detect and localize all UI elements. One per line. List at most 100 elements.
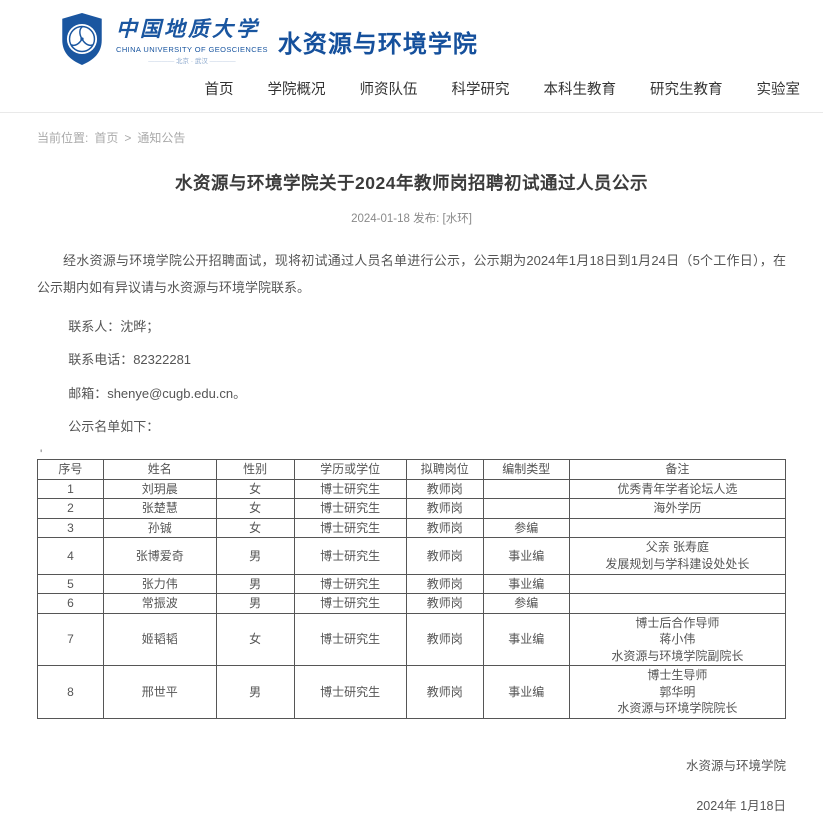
breadcrumb-separator: >	[124, 130, 132, 145]
table-row: 5 张力伟 男 博士研究生 教师岗 事业编	[37, 573, 787, 595]
cell-remark	[568, 573, 787, 595]
cell-degree: 博士研究生	[293, 612, 407, 667]
nav-item-home[interactable]: 首页	[204, 82, 234, 98]
col-header-remark: 备注	[568, 459, 787, 480]
cell-establishment: 事业编	[482, 573, 570, 595]
cell-remark: 优秀青年学者论坛人选	[568, 478, 787, 500]
cell-position: 教师岗	[405, 593, 484, 614]
cell-remark: 父亲 张寿庭 发展规划与学科建设处处长	[568, 537, 787, 575]
col-header-degree: 学历或学位	[293, 459, 407, 480]
cell-name: 张楚慧	[102, 498, 217, 519]
university-logo-icon	[62, 13, 102, 65]
cell-gender: 男	[215, 593, 295, 614]
cell-position: 教师岗	[405, 517, 484, 539]
cell-gender: 女	[215, 517, 295, 539]
cell-position: 教师岗	[405, 537, 484, 575]
cell-index: 7	[37, 612, 104, 667]
cell-establishment: 事业编	[482, 665, 570, 719]
cell-establishment: 事业编	[482, 612, 570, 667]
cell-position: 教师岗	[405, 665, 484, 719]
cell-gender: 男	[215, 573, 295, 595]
breadcrumb: 当前位置: 首页 > 通知公告	[37, 129, 786, 146]
cell-remark: 海外学历	[568, 498, 787, 519]
table-row: 3 孙铖 女 博士研究生 教师岗 参编	[37, 517, 787, 539]
cell-index: 2	[37, 498, 104, 519]
col-header-gender: 性别	[215, 459, 295, 480]
cell-gender: 男	[215, 537, 295, 575]
cell-name: 姬韬韬	[102, 612, 217, 667]
cell-gender: 男	[215, 665, 295, 719]
cell-name: 张博爱奇	[102, 537, 217, 575]
col-header-name: 姓名	[102, 459, 217, 480]
cell-position: 教师岗	[405, 573, 484, 595]
stray-mark: '	[40, 447, 43, 462]
cell-remark	[568, 517, 787, 539]
cell-establishment	[482, 478, 570, 500]
page-content: 当前位置: 首页 > 通知公告 水资源与环境学院关于2024年教师岗招聘初试通过…	[0, 129, 823, 719]
table-row: 6 常振波 男 博士研究生 教师岗 参编	[37, 593, 787, 614]
contact-email: 邮箱：shenye@cugb.edu.cn。	[68, 385, 247, 401]
nav-item-undergraduate[interactable]: 本科生教育	[543, 82, 617, 98]
breadcrumb-home-link[interactable]: 首页	[94, 131, 119, 145]
nav-item-college-overview[interactable]: 学院概况	[267, 82, 326, 98]
breadcrumb-label: 当前位置:	[37, 131, 89, 145]
col-header-index: 序号	[37, 459, 104, 480]
cell-index: 6	[37, 593, 104, 614]
table-row: 8 邢世平 男 博士研究生 教师岗 事业编 博士生导师 郭华明 水资源与环境学院…	[37, 665, 787, 719]
cell-degree: 博士研究生	[293, 593, 407, 614]
cell-index: 8	[37, 665, 104, 719]
footer-date: 2024年 1月18日	[696, 798, 786, 813]
cell-position: 教师岗	[405, 612, 484, 667]
cell-establishment	[482, 498, 570, 519]
cell-degree: 博士研究生	[293, 537, 407, 575]
nav-item-laboratory[interactable]: 实验室	[756, 82, 801, 98]
article-title: 水资源与环境学院关于2024年教师岗招聘初试通过人员公示	[175, 173, 648, 193]
cell-degree: 博士研究生	[293, 665, 407, 719]
site-header: 中国地质大学 CHINA UNIVERSITY OF GEOSCIENCES 北…	[0, 0, 823, 70]
cell-degree: 博士研究生	[293, 498, 407, 519]
cell-establishment: 参编	[482, 593, 570, 614]
nav-item-research[interactable]: 科学研究	[451, 82, 510, 98]
university-name-en: CHINA UNIVERSITY OF GEOSCIENCES	[116, 45, 268, 54]
cell-degree: 博士研究生	[293, 478, 407, 500]
nav-item-faculty[interactable]: 师资队伍	[359, 82, 418, 98]
cell-remark: 博士生导师 郭华明 水资源与环境学院院长	[568, 665, 787, 719]
cell-remark: 博士后合作导师 蒋小伟 水资源与环境学院副院长	[568, 612, 787, 667]
college-name: 水资源与环境学院	[277, 30, 478, 58]
table-row: 2 张楚慧 女 博士研究生 教师岗 海外学历	[37, 498, 787, 519]
cell-name: 孙铖	[102, 517, 217, 539]
university-name-cn: 中国地质大学	[116, 16, 260, 41]
cell-name: 常振波	[102, 593, 217, 614]
contact-phone: 联系电话：82322281	[68, 352, 192, 368]
university-wordmark: 中国地质大学 CHINA UNIVERSITY OF GEOSCIENCES 北…	[116, 13, 268, 65]
cell-establishment: 事业编	[482, 537, 570, 575]
cell-index: 1	[37, 478, 104, 500]
col-header-position: 拟聘岗位	[405, 459, 484, 480]
cell-name: 刘玥晨	[102, 478, 217, 500]
table-row: 4 张博爱奇 男 博士研究生 教师岗 事业编 父亲 张寿庭 发展规划与学科建设处…	[37, 537, 787, 575]
cell-index: 3	[37, 517, 104, 539]
col-header-establishment: 编制类型	[482, 459, 570, 480]
cell-position: 教师岗	[405, 478, 484, 500]
article-footer: 水资源与环境学院 2024年 1月18日	[0, 755, 823, 814]
university-campuses: 北京 · 武汉	[116, 55, 268, 65]
cell-position: 教师岗	[405, 498, 484, 519]
footer-signature: 水资源与环境学院	[685, 758, 786, 773]
cell-index: 4	[37, 537, 104, 575]
cell-name: 张力伟	[102, 573, 217, 595]
cell-index: 5	[37, 573, 104, 595]
contact-person: 联系人：沈晔；	[68, 318, 160, 334]
cell-gender: 女	[215, 498, 295, 519]
article-paragraph: 经水资源与环境学院公开招聘面试，现将初试通过人员名单进行公示，公示期为2024年…	[37, 253, 786, 295]
breadcrumb-current-link[interactable]: 通知公告	[137, 131, 186, 145]
personnel-table: 序号 姓名 性别 学历或学位 拟聘岗位 编制类型 备注 1 刘玥晨 女 博士研究…	[37, 459, 787, 719]
article-meta: 2024-01-18 发布: [水环]	[351, 213, 472, 225]
cell-gender: 女	[215, 478, 295, 500]
table-header-row: 序号 姓名 性别 学历或学位 拟聘岗位 编制类型 备注	[37, 459, 787, 480]
table-row: 7 姬韬韬 女 博士研究生 教师岗 事业编 博士后合作导师 蒋小伟 水资源与环境…	[37, 612, 787, 667]
nav-item-graduate[interactable]: 研究生教育	[650, 82, 723, 98]
cell-degree: 博士研究生	[293, 517, 407, 539]
cell-gender: 女	[215, 612, 295, 667]
main-nav: 首页 学院概况 师资队伍 科学研究 本科生教育 研究生教育 实验室	[0, 70, 823, 113]
list-intro: 公示名单如下：	[68, 419, 160, 435]
